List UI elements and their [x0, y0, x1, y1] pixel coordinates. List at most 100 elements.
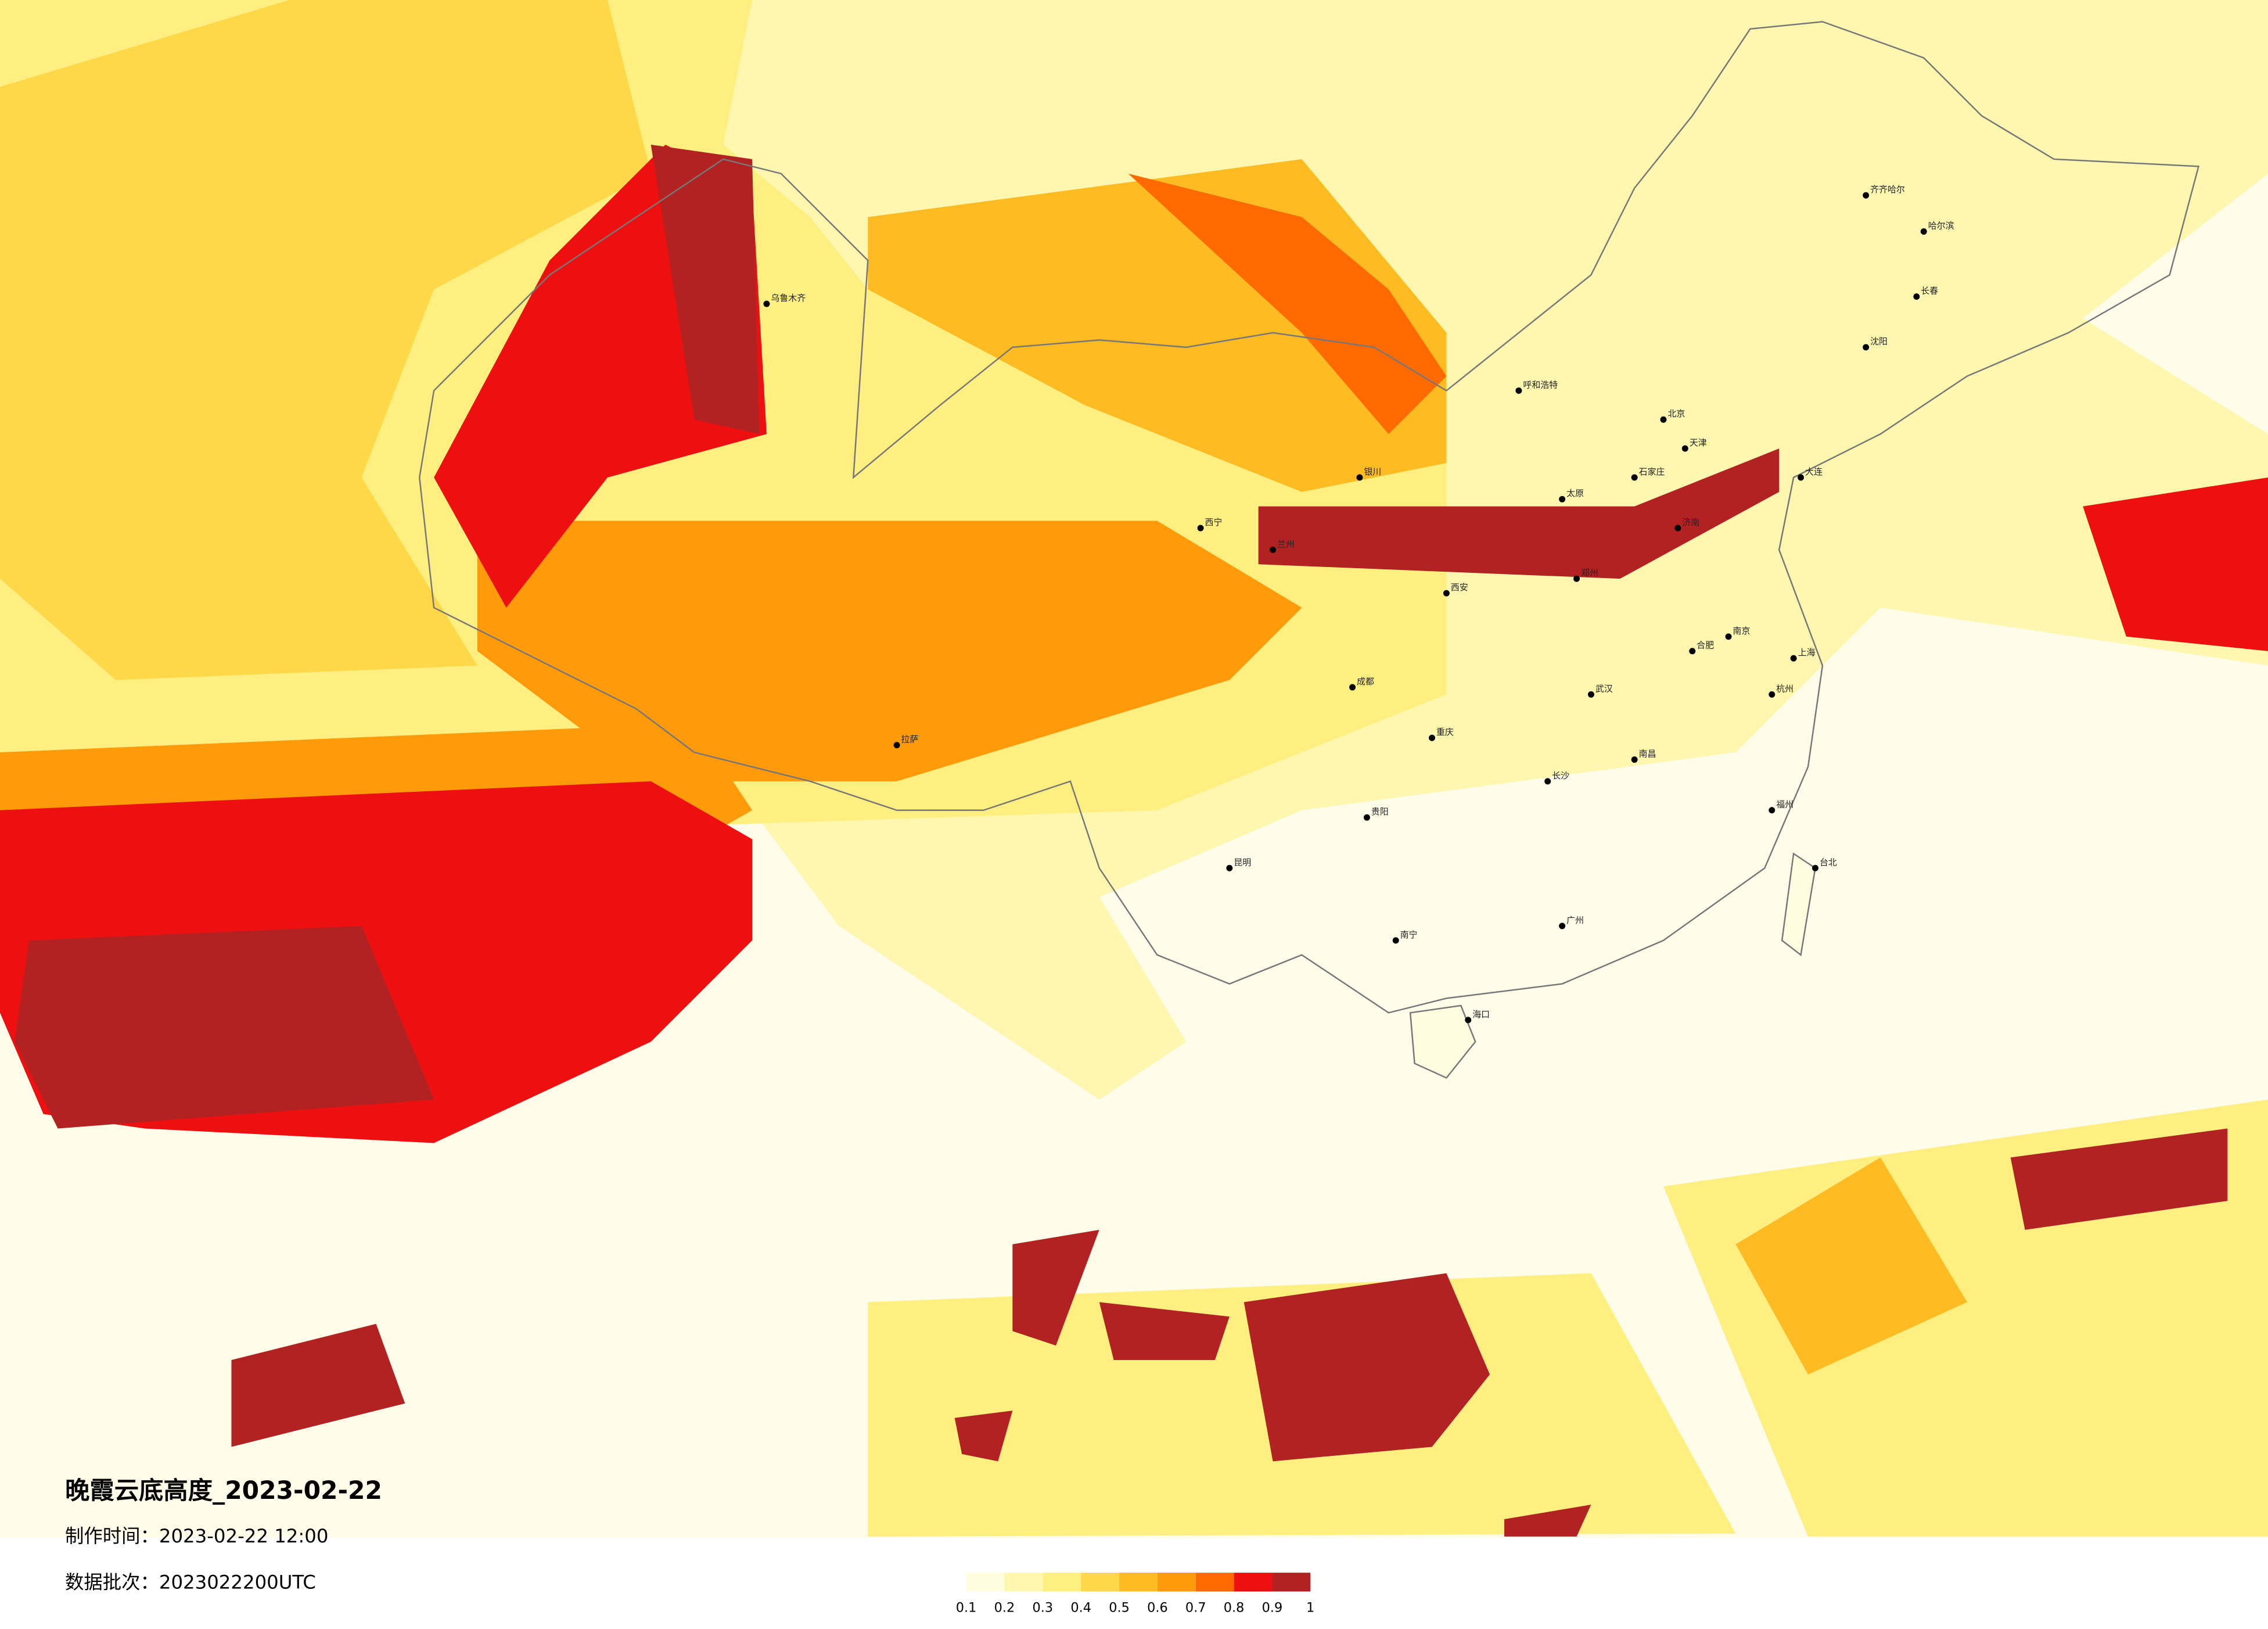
legend: 0.1 0.2 0.3 0.4 0.5 0.6 0.7 0.8 0.9 1: [956, 1573, 1314, 1615]
city-dot: [1689, 648, 1696, 655]
city-dot: [1356, 474, 1363, 481]
city-label: 兰州: [1277, 539, 1295, 549]
cloud-field: [14, 925, 434, 1129]
city-label: 海口: [1472, 1009, 1490, 1020]
made-time: 制作时间：2023-02-22 12:00: [65, 1525, 328, 1547]
legend-tick-label: 0.8: [1224, 1600, 1245, 1615]
city-label: 合肥: [1696, 640, 1714, 651]
city-dot: [1559, 923, 1566, 930]
cloud-field: [1099, 1302, 1230, 1361]
city-label: 西宁: [1205, 517, 1223, 528]
data-batch: 数据批次：2023022200UTC: [65, 1571, 316, 1594]
city-label: 广州: [1566, 915, 1584, 925]
city-dot: [1587, 691, 1594, 698]
city-label: 天津: [1690, 437, 1707, 448]
cloud-field: [231, 1323, 405, 1447]
cloud-field: [650, 145, 760, 435]
city-dot: [1392, 937, 1399, 944]
hainan-outline: [1409, 1004, 1476, 1079]
legend-swatch: [966, 1573, 1005, 1592]
map-title: 晚霞云底高度_2023-02-22: [65, 1476, 382, 1505]
city-label: 长春: [1921, 286, 1938, 296]
legend-tick-label: 0.3: [1033, 1600, 1054, 1615]
city-dot: [1559, 496, 1566, 503]
legend-tick-label: 1: [1306, 1600, 1314, 1615]
legend-tick-label: 0.2: [994, 1600, 1015, 1615]
city-dot: [1920, 228, 1927, 235]
cloud-field: [1258, 448, 1780, 579]
city-label: 沈阳: [1870, 336, 1888, 347]
city-dot: [1197, 525, 1204, 532]
city-dot: [1790, 655, 1797, 662]
cloud-field: [477, 521, 1302, 781]
city-dot: [1863, 192, 1870, 199]
city-label: 成都: [1357, 676, 1374, 687]
legend-swatch: [1043, 1573, 1081, 1592]
legend-tick-label: 0.9: [1262, 1600, 1283, 1615]
city-label: 南宁: [1400, 930, 1418, 940]
legend-swatch: [1081, 1573, 1120, 1592]
city-dot: [1270, 546, 1277, 553]
cloud-field: [1735, 1157, 1967, 1375]
city-label: 杭州: [1776, 683, 1793, 694]
legend-swatch: [1004, 1573, 1043, 1592]
city-dot: [1913, 293, 1920, 300]
city-label: 重庆: [1436, 727, 1454, 737]
city-dot: [1769, 691, 1775, 698]
city-dot: [1631, 756, 1638, 763]
cloud-field: [1504, 1505, 1591, 1537]
legend-tick-label: 0.7: [1185, 1600, 1206, 1615]
city-dot: [1812, 864, 1818, 871]
city-dot: [1798, 474, 1805, 481]
city-label: 福州: [1776, 799, 1793, 810]
city-label: 台北: [1820, 857, 1837, 867]
city-label: 西安: [1451, 582, 1468, 593]
city-label: 齐齐哈尔: [1870, 184, 1905, 195]
city-label: 北京: [1667, 408, 1685, 419]
city-label: 呼和浩特: [1523, 379, 1558, 390]
city-label: 长沙: [1552, 770, 1569, 781]
legend-tick-label: 0.4: [1070, 1600, 1091, 1615]
city-label: 武汉: [1595, 683, 1613, 694]
legend-tick-label: 0.6: [1147, 1600, 1168, 1615]
city-dot: [1725, 633, 1732, 640]
city-dot: [763, 300, 770, 307]
city-label: 南昌: [1639, 748, 1656, 759]
cloud-field: [1128, 173, 1447, 435]
cloud-field: [2010, 1128, 2228, 1230]
city-label: 上海: [1798, 647, 1816, 658]
city-dot: [893, 742, 900, 749]
city-label: 贵阳: [1371, 806, 1389, 817]
city-label: 石家庄: [1639, 467, 1665, 477]
city-dot: [1863, 344, 1870, 351]
cloud-field: [1243, 1273, 1490, 1462]
city-label: 拉萨: [901, 734, 919, 745]
city-label: 银川: [1364, 467, 1381, 477]
cloud-fields: [0, 0, 2268, 1537]
city-dot: [1573, 575, 1580, 582]
city-dot: [1443, 590, 1450, 597]
city-dot: [1674, 525, 1681, 532]
city-dot: [1631, 474, 1638, 481]
city-dot: [1515, 387, 1522, 394]
city-label: 哈尔滨: [1928, 220, 1954, 231]
legend-swatch: [1272, 1573, 1311, 1592]
city-dot: [1769, 807, 1775, 814]
city-dot: [1681, 445, 1688, 452]
city-dot: [1429, 734, 1436, 741]
china-outline: [418, 21, 2200, 1014]
city-label: 郑州: [1581, 568, 1598, 578]
legend-swatch: [1234, 1573, 1273, 1592]
legend-swatch: [1119, 1573, 1158, 1592]
cloud-field: [954, 1411, 1013, 1462]
cloud-field: [2083, 477, 2268, 651]
legend-swatch: [1157, 1573, 1196, 1592]
legend-tick-label: 0.1: [956, 1600, 977, 1615]
city-label: 济南: [1682, 517, 1699, 528]
city-dot: [1660, 416, 1667, 423]
legend-swatch: [1195, 1573, 1234, 1592]
city-label: 大连: [1805, 467, 1823, 477]
